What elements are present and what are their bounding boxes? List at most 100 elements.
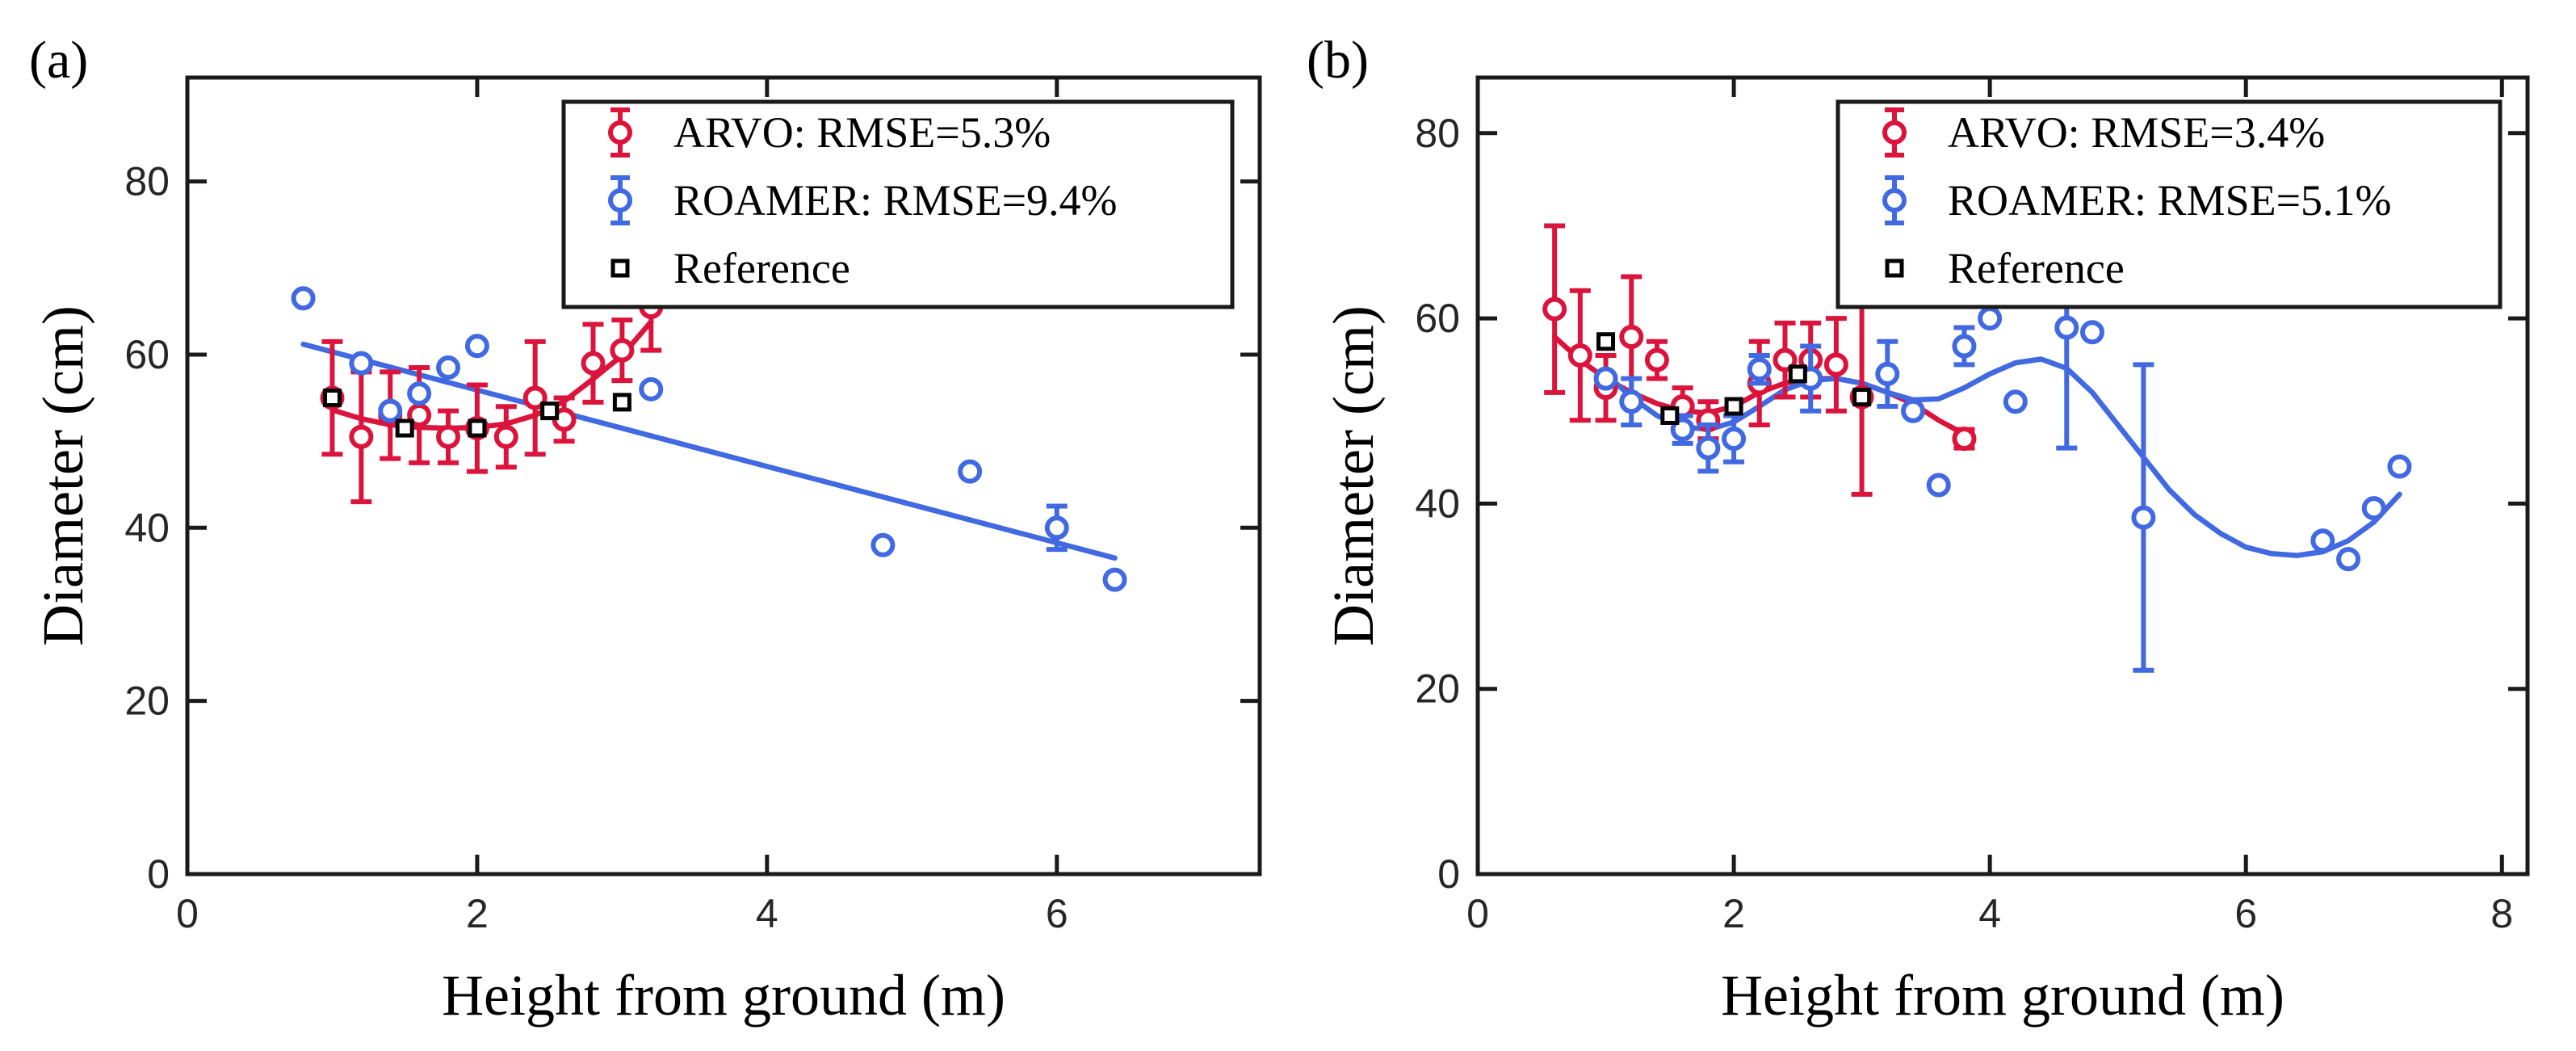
x-tick-label: 6 [2234, 891, 2257, 936]
data-point [1875, 361, 1900, 386]
y-tick-label: 20 [124, 679, 170, 724]
data-point [349, 351, 374, 376]
legend-marker [608, 188, 632, 212]
data-point [1926, 473, 1951, 498]
y-tick-label: 80 [1415, 111, 1460, 156]
y-axis-label: Diameter (cm) [31, 305, 95, 646]
data-point [1901, 398, 1926, 423]
data-point [407, 381, 432, 406]
data-point [2079, 320, 2104, 345]
y-tick-label: 40 [1415, 481, 1460, 526]
reference-point [468, 418, 487, 438]
data-point [581, 351, 606, 376]
legend-label: ARVO: RMSE=3.4% [1948, 108, 2325, 157]
data-point [1823, 352, 1848, 377]
y-tick-label: 40 [124, 505, 170, 550]
axes-frame [1475, 75, 2530, 877]
legend-label: ROAMER: RMSE=5.1% [1948, 176, 2392, 225]
reference-point [1660, 406, 1680, 425]
legend: ARVO: RMSE=3.4% ROAMER: RMSE=5.1% Referenc… [1836, 99, 2503, 309]
axes-frame [185, 75, 1262, 877]
data-point [871, 532, 896, 557]
data-point [1747, 357, 1772, 382]
y-axis-label: Diameter (cm) [1321, 305, 1386, 646]
legend-marker [610, 259, 630, 278]
data-point [958, 459, 983, 484]
panel-label: (a) [29, 31, 88, 90]
x-tick-label: 2 [466, 891, 489, 936]
data-point [464, 334, 489, 359]
data-point [1102, 567, 1127, 592]
data-point [493, 424, 518, 449]
x-axis-label: Height from ground (m) [442, 963, 1005, 1028]
reference-point [1596, 332, 1616, 351]
x-tick-label: 8 [2490, 891, 2513, 936]
data-point [2054, 315, 2079, 340]
legend-box [1836, 99, 2503, 309]
data-point [291, 286, 316, 311]
y-tick-label: 60 [124, 332, 170, 377]
legend-marker [608, 120, 632, 145]
y-tick-label: 20 [1415, 666, 1460, 712]
data-point [1044, 515, 1069, 540]
data-point [1542, 296, 1567, 322]
reference-point [395, 418, 414, 438]
data-point [522, 385, 548, 410]
x-tick-label: 0 [1466, 891, 1489, 936]
data-point [1593, 366, 1618, 391]
legend-marker [1882, 120, 1907, 145]
data-point [1952, 334, 1977, 359]
legend-marker [1885, 259, 1904, 278]
panel-label: (b) [1307, 31, 1369, 90]
y-tick-label: 0 [147, 851, 170, 897]
data-point [436, 355, 461, 380]
data-point [2361, 496, 2386, 521]
data-point [639, 376, 664, 401]
x-tick-label: 4 [1978, 891, 2001, 936]
data-point [1952, 427, 1977, 452]
data-point [2310, 528, 2335, 553]
y-tick-label: 80 [124, 159, 170, 204]
data-point [2387, 454, 2412, 479]
x-axis-label: Height from ground (m) [1721, 963, 2284, 1028]
data-point [2003, 389, 2028, 414]
data-point [378, 398, 403, 423]
data-point [1619, 325, 1644, 350]
reference-point [1724, 397, 1743, 416]
legend-marker [1882, 188, 1907, 212]
reference-point [1852, 388, 1872, 407]
fit-line [300, 341, 1118, 561]
legend-label: ROAMER: RMSE=9.4% [673, 176, 1118, 225]
data-point [1644, 347, 1669, 372]
x-tick-label: 6 [1046, 891, 1068, 936]
reference-point [322, 389, 342, 408]
data-point [1978, 306, 2003, 331]
x-tick-label: 4 [756, 891, 778, 936]
legend-label: ARVO: RMSE=5.3% [673, 108, 1051, 157]
legend-box [561, 99, 1235, 309]
reference-point [1788, 364, 1807, 384]
legend-label: Reference [1948, 244, 2125, 292]
reference-point [612, 393, 631, 412]
x-tick-label: 2 [1722, 891, 1745, 936]
data-point [1619, 389, 1644, 414]
data-point [349, 424, 374, 449]
y-tick-label: 0 [1437, 851, 1460, 897]
y-tick-label: 60 [1415, 296, 1460, 341]
reference-point [540, 401, 560, 421]
legend-label: Reference [673, 244, 850, 292]
data-point [2131, 505, 2156, 530]
data-point [1722, 427, 1747, 452]
data-point [436, 424, 461, 449]
data-point [2336, 547, 2361, 572]
fit-line [1603, 356, 2402, 558]
x-tick-label: 0 [176, 891, 199, 936]
data-point [610, 338, 635, 363]
data-point [1696, 435, 1721, 460]
data-point [1567, 343, 1592, 368]
legend: ARVO: RMSE=5.3% ROAMER: RMSE=9.4% Referenc… [561, 99, 1235, 309]
